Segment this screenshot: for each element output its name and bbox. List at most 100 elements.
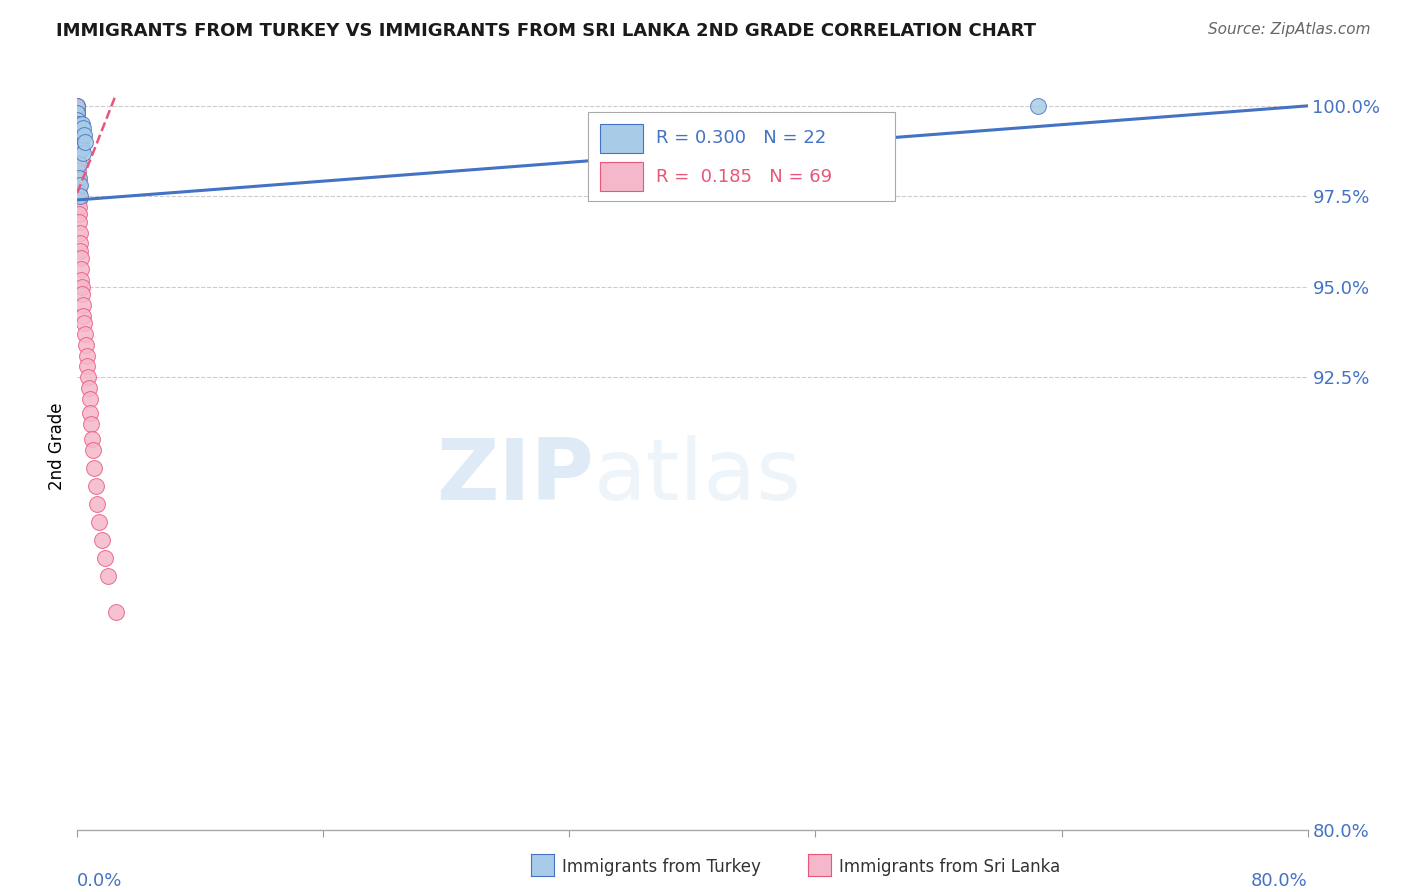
Point (66, 131, 89, 145)
Point (83, 460, 105, 475)
Text: 80.0%: 80.0% (1251, 871, 1308, 889)
Point (73, 326, 96, 341)
Point (69, 226, 91, 240)
Point (94, 551, 117, 566)
Point (66, 131, 89, 145)
Point (69, 178, 91, 193)
Point (66, 106, 89, 120)
Point (66, 99, 89, 113)
Point (66, 135, 89, 149)
Point (66, 113, 89, 128)
Point (66, 135, 89, 149)
Point (69, 214, 91, 228)
Point (66, 178, 89, 193)
Point (73, 128, 96, 142)
FancyBboxPatch shape (600, 162, 644, 191)
Point (67, 186, 90, 200)
Point (67, 145, 90, 160)
Point (66, 110, 89, 124)
Point (66, 106, 89, 120)
Point (66, 103, 89, 117)
Point (66, 120, 89, 135)
Point (86, 497, 108, 511)
Point (67, 142, 90, 156)
Text: atlas: atlas (595, 435, 801, 518)
Point (66, 128, 89, 142)
Point (73, 316, 96, 330)
Text: R = 0.300   N = 22: R = 0.300 N = 22 (655, 129, 825, 147)
Point (66, 186, 89, 200)
Point (66, 99, 89, 113)
Text: Source: ZipAtlas.com: Source: ZipAtlas.com (1208, 22, 1371, 37)
Point (66, 124, 89, 138)
Point (76, 359, 98, 374)
Point (66, 168, 89, 182)
Point (67, 157, 90, 171)
Text: 0.0%: 0.0% (77, 871, 122, 889)
Point (67, 207, 90, 221)
Point (70, 142, 93, 156)
Point (66, 106, 89, 120)
Point (82, 442, 104, 457)
Point (87, 515, 110, 529)
Point (70, 280, 93, 294)
Point (66, 117, 89, 131)
Point (80, 417, 103, 432)
Point (69, 124, 91, 138)
Text: Immigrants from Turkey: Immigrants from Turkey (562, 858, 761, 876)
Point (75, 337, 97, 351)
Point (67, 128, 90, 142)
Point (104, 606, 127, 620)
Text: Immigrants from Sri Lanka: Immigrants from Sri Lanka (839, 858, 1060, 876)
Point (66, 124, 89, 138)
Point (79, 392, 101, 406)
Point (70, 272, 93, 286)
Point (1028, 99, 1050, 113)
Text: IMMIGRANTS FROM TURKEY VS IMMIGRANTS FROM SRI LANKA 2ND GRADE CORRELATION CHART: IMMIGRANTS FROM TURKEY VS IMMIGRANTS FRO… (56, 22, 1036, 40)
Point (80, 432, 103, 446)
Point (66, 138, 89, 153)
FancyBboxPatch shape (600, 124, 644, 153)
Point (77, 370, 100, 384)
Point (66, 99, 89, 113)
Point (77, 381, 100, 395)
Point (70, 117, 93, 131)
Point (66, 117, 89, 131)
Point (70, 287, 93, 301)
Point (69, 171, 91, 186)
Point (69, 236, 91, 251)
Point (66, 110, 89, 124)
Point (66, 145, 89, 160)
Point (73, 135, 96, 149)
Point (66, 142, 89, 156)
Point (66, 117, 89, 131)
Point (76, 349, 98, 363)
Point (67, 164, 90, 178)
Y-axis label: 2nd Grade: 2nd Grade (48, 402, 66, 490)
Point (67, 193, 90, 207)
Point (70, 261, 93, 276)
Point (66, 138, 89, 153)
Point (66, 103, 89, 117)
Point (66, 153, 89, 168)
Text: R =  0.185   N = 69: R = 0.185 N = 69 (655, 168, 832, 186)
Point (66, 117, 89, 131)
Point (72, 145, 94, 160)
Point (66, 161, 89, 175)
Point (66, 113, 89, 128)
Point (72, 120, 94, 135)
Point (69, 189, 91, 203)
Point (67, 171, 90, 186)
FancyBboxPatch shape (588, 112, 896, 201)
Point (69, 135, 91, 149)
Point (66, 175, 89, 189)
Point (69, 251, 91, 265)
Text: ZIP: ZIP (436, 435, 595, 518)
Point (72, 298, 94, 312)
Point (90, 533, 114, 547)
Point (97, 569, 120, 583)
Point (79, 406, 101, 420)
Point (84, 479, 107, 493)
Point (67, 178, 90, 193)
Point (72, 309, 94, 323)
